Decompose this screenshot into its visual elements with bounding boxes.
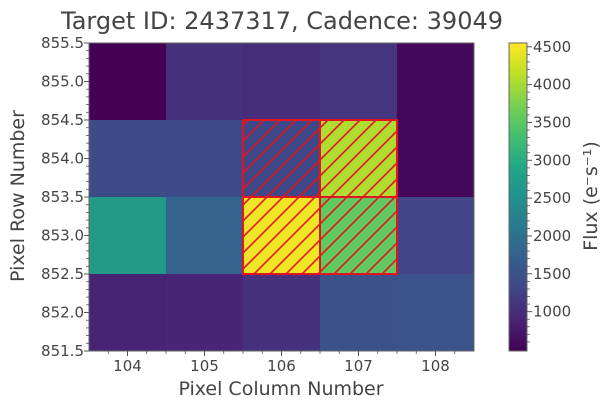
aperture-pixel: [242, 196, 321, 275]
aperture-mask: [242, 119, 398, 275]
heatmap-cell: [397, 120, 474, 197]
colorbar-tick-label: 3000: [533, 151, 571, 169]
y-tick-label: 851.5: [41, 342, 84, 360]
aperture-pixel: [319, 196, 398, 275]
heatmap-cell: [320, 274, 397, 351]
colorbar: 1000 1500 2000 2500 3000 3500 4000 4500: [508, 38, 571, 352]
heatmap-cell: [166, 120, 243, 197]
heatmap-cell: [89, 43, 166, 120]
y-tick-label: 855.5: [41, 34, 84, 52]
y-tick-label: 853.0: [41, 227, 84, 245]
chart-title: Target ID: 2437317, Cadence: 39049: [60, 7, 503, 35]
y-tick-label: 853.5: [41, 188, 84, 206]
x-tick-label: 107: [344, 357, 373, 375]
x-axis-ticks: 104 105 106 107 108: [107, 351, 456, 375]
x-tick-label: 106: [267, 357, 296, 375]
heatmap-cell: [89, 274, 166, 351]
colorbar-tick-label: 1500: [533, 265, 571, 283]
heatmap-cell: [166, 197, 243, 274]
x-axis-label: Pixel Column Number: [178, 378, 383, 400]
x-tick-label: 105: [190, 357, 219, 375]
colorbar-label: Flux (e⁻s⁻¹): [580, 141, 602, 251]
y-tick-label: 852.5: [41, 265, 84, 283]
y-tick-label: 854.5: [41, 111, 84, 129]
colorbar-gradient: [508, 42, 528, 352]
heatmap-cell: [397, 197, 474, 274]
colorbar-tick-label: 2000: [533, 227, 571, 245]
heatmap-cell: [397, 274, 474, 351]
heatmap-cell: [166, 43, 243, 120]
x-tick-label: 108: [421, 357, 450, 375]
colorbar-tick-label: 4500: [533, 38, 571, 56]
heatmap-cell: [243, 43, 320, 120]
y-tick-label: 852.0: [41, 304, 84, 322]
y-tick-label: 855.0: [41, 73, 84, 91]
heatmap-cell: [89, 197, 166, 274]
aperture-pixel: [319, 119, 398, 198]
y-axis-label: Pixel Row Number: [7, 110, 29, 282]
colorbar-tick-label: 2500: [533, 189, 571, 207]
y-axis-ticks: 851.5 852.0 852.5 853.0 853.5 854.0 854.5 855.0…: [41, 34, 89, 360]
colorbar-tick-label: 3500: [533, 113, 571, 131]
heatmap-cell: [397, 43, 474, 120]
aperture-pixel: [242, 119, 321, 198]
colorbar-tick-label: 4000: [533, 76, 571, 94]
heatmap-cell: [243, 274, 320, 351]
y-tick-label: 854.0: [41, 150, 84, 168]
heatmap-cell: [166, 274, 243, 351]
x-tick-label: 104: [113, 357, 142, 375]
heatmap-cell: [320, 43, 397, 120]
colorbar-tick-label: 1000: [533, 303, 571, 321]
heatmap-cell: [89, 120, 166, 197]
